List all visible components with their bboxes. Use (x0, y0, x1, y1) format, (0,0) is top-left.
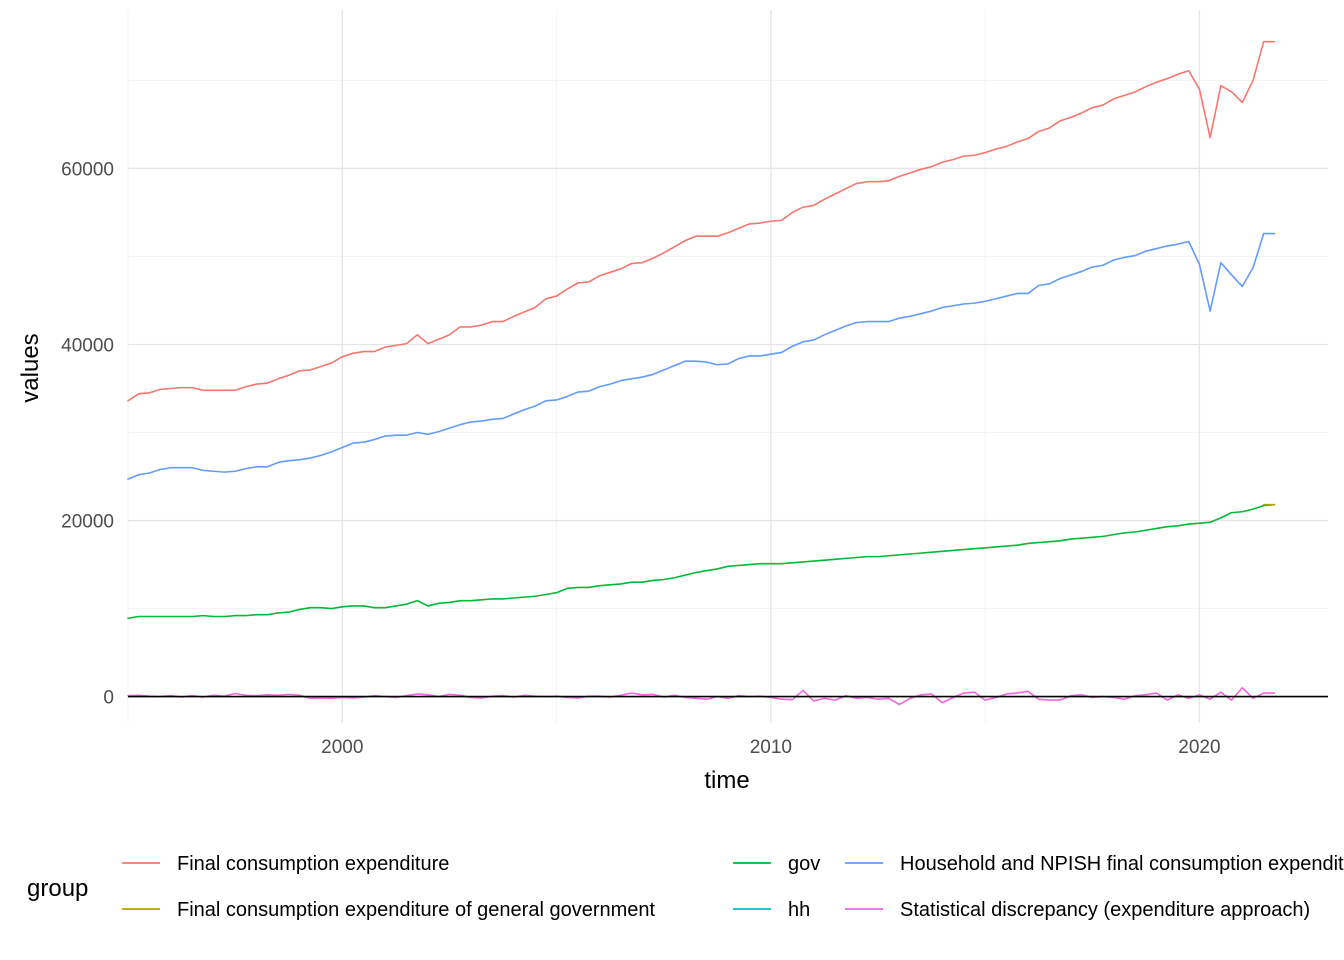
legend-label-hh: hh (788, 899, 810, 921)
legend-label-household-and-npish-final-consumption-expenditure: Household and NPISH final consumption ex… (900, 853, 1344, 875)
axes: time values 2000 2010 2020 0 20000 40000 60000 (17, 159, 1221, 794)
y-axis-title: values (17, 333, 44, 402)
series-line-gov (127, 503, 1276, 620)
legend-title: group (27, 875, 88, 902)
series-lines (127, 40, 1328, 706)
series-line-final-consumption-expenditure (127, 40, 1276, 402)
legend-label-statistical-discrepancy-expenditure-approach: Statistical discrepancy (expenditure app… (900, 899, 1310, 921)
x-tick-label: 2000 (321, 737, 363, 758)
legend-label-final-consumption-expenditure-of-general-government: Final consumption expenditure of general… (177, 899, 656, 921)
series-line-household-and-npish-final-consumption-expenditure (127, 232, 1276, 480)
x-axis-title: time (704, 767, 749, 794)
x-tick-label: 2010 (750, 737, 792, 758)
legend-label-final-consumption-expenditure: Final consumption expenditure (177, 853, 449, 875)
y-tick-label: 60000 (61, 159, 114, 180)
y-tick-label: 0 (103, 688, 114, 709)
y-tick-label: 20000 (61, 512, 114, 533)
grid (127, 10, 1328, 723)
series-line-statistical-discrepancy-expenditure-approach (127, 686, 1276, 706)
legend-label-gov: gov (788, 853, 820, 875)
x-tick-label: 2020 (1178, 737, 1220, 758)
y-tick-label: 40000 (61, 335, 114, 356)
legend: group Final consumption expenditure Final… (27, 853, 1344, 921)
